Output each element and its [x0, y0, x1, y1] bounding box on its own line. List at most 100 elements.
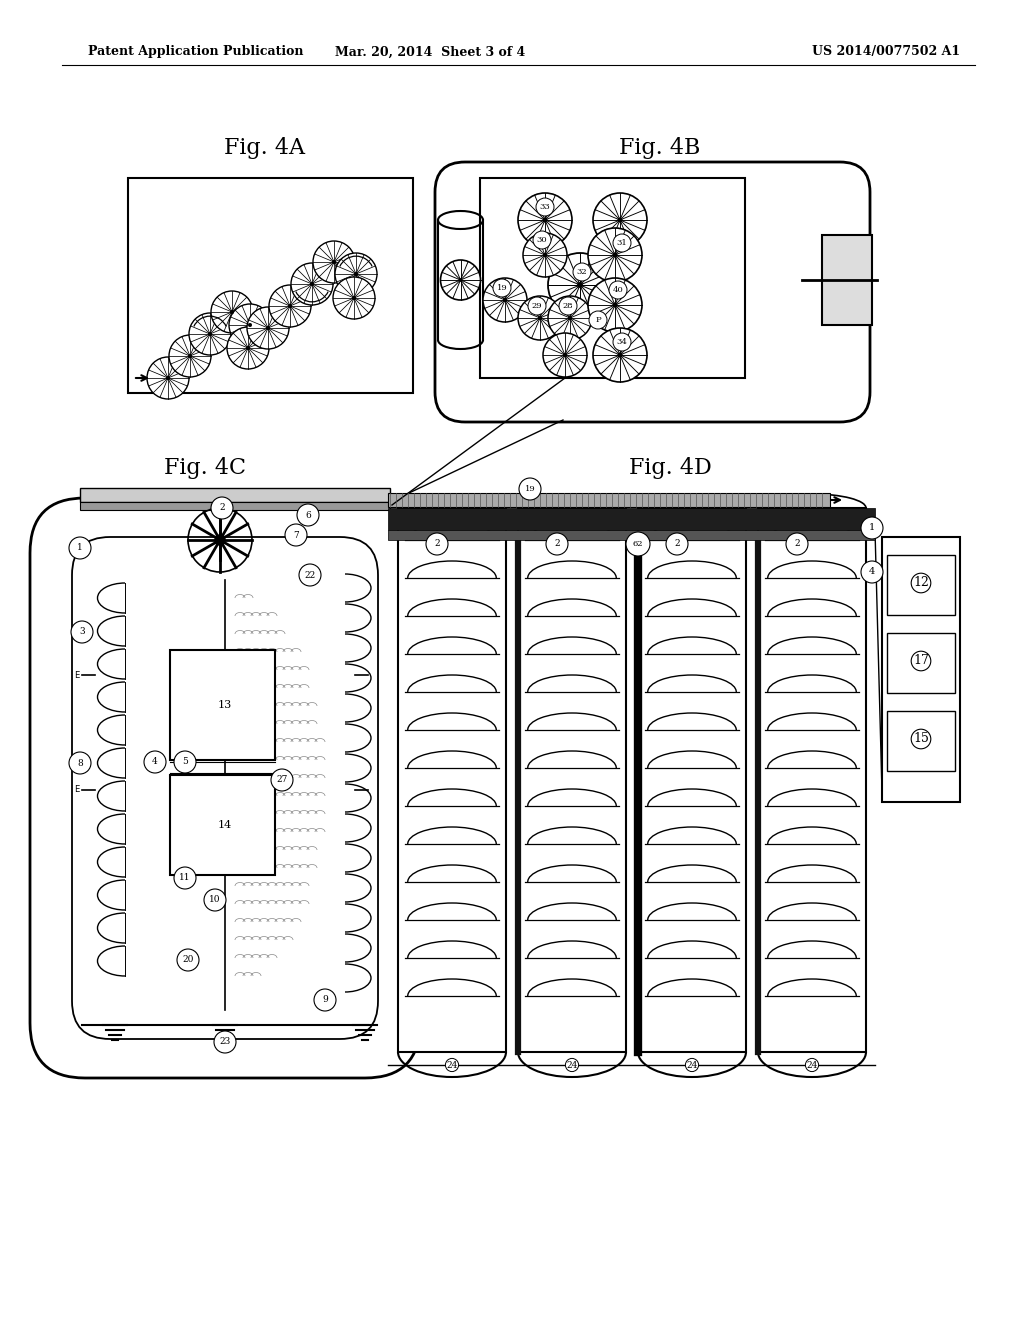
Circle shape: [440, 260, 480, 300]
Circle shape: [230, 310, 233, 314]
Bar: [80, 488, 390, 502]
Circle shape: [333, 260, 336, 264]
Circle shape: [548, 253, 612, 317]
Circle shape: [247, 346, 250, 350]
Circle shape: [426, 533, 449, 554]
Circle shape: [539, 317, 542, 319]
Bar: [887, 554, 955, 615]
Circle shape: [147, 356, 189, 399]
Bar: [388, 508, 874, 531]
Bar: [518, 508, 626, 1052]
Text: 24: 24: [686, 1060, 697, 1069]
Circle shape: [314, 989, 336, 1011]
Circle shape: [528, 297, 546, 315]
Text: 6: 6: [305, 511, 311, 520]
Text: 5: 5: [182, 758, 188, 767]
Text: 2: 2: [554, 540, 560, 549]
Circle shape: [208, 333, 212, 335]
Text: Mar. 20, 2014  Sheet 3 of 4: Mar. 20, 2014 Sheet 3 of 4: [335, 45, 525, 58]
Text: 34: 34: [616, 338, 628, 346]
Circle shape: [544, 253, 547, 257]
Circle shape: [177, 949, 199, 972]
Circle shape: [227, 327, 269, 370]
Text: 9: 9: [323, 995, 328, 1005]
Circle shape: [786, 533, 808, 554]
Text: 13: 13: [218, 700, 232, 710]
Bar: [882, 537, 961, 803]
Circle shape: [593, 327, 647, 381]
Bar: [80, 502, 390, 510]
Bar: [128, 178, 413, 393]
Circle shape: [548, 296, 592, 341]
Circle shape: [666, 533, 688, 554]
Circle shape: [559, 297, 577, 315]
Circle shape: [291, 263, 333, 305]
Circle shape: [166, 376, 170, 380]
Text: 17: 17: [913, 655, 929, 668]
Circle shape: [333, 277, 375, 319]
Text: 33: 33: [540, 203, 550, 211]
Bar: [398, 508, 506, 1052]
Bar: [822, 235, 872, 325]
Circle shape: [617, 352, 623, 358]
Circle shape: [493, 279, 511, 297]
Circle shape: [269, 285, 311, 327]
Circle shape: [285, 524, 307, 546]
Text: 31: 31: [616, 239, 628, 247]
Circle shape: [563, 354, 566, 356]
Circle shape: [612, 302, 617, 308]
Circle shape: [483, 279, 527, 322]
FancyBboxPatch shape: [435, 162, 870, 422]
Text: 19: 19: [524, 484, 536, 492]
Text: 30: 30: [537, 236, 547, 244]
Circle shape: [609, 281, 627, 300]
Circle shape: [519, 478, 541, 500]
Circle shape: [613, 234, 631, 252]
Text: 24: 24: [446, 1060, 458, 1069]
Circle shape: [612, 253, 617, 257]
Text: 1: 1: [77, 544, 83, 553]
Circle shape: [69, 752, 91, 774]
Text: Fig. 4A: Fig. 4A: [224, 137, 305, 158]
Bar: [170, 649, 275, 760]
Circle shape: [573, 263, 591, 281]
Text: 1: 1: [869, 524, 876, 532]
Text: 12: 12: [913, 577, 929, 590]
Circle shape: [503, 298, 507, 302]
Text: 22: 22: [304, 570, 315, 579]
Circle shape: [543, 333, 587, 378]
Bar: [758, 508, 866, 1052]
Text: 27: 27: [276, 776, 288, 784]
Circle shape: [536, 198, 554, 216]
Circle shape: [861, 517, 883, 539]
Text: 15: 15: [913, 733, 929, 746]
Circle shape: [211, 498, 233, 519]
Circle shape: [626, 532, 650, 556]
Circle shape: [534, 231, 551, 249]
Circle shape: [588, 228, 642, 282]
Circle shape: [299, 564, 321, 586]
Circle shape: [543, 218, 547, 222]
Text: 2: 2: [795, 540, 800, 549]
Bar: [388, 492, 830, 507]
Circle shape: [189, 313, 231, 355]
Text: 23: 23: [219, 1038, 230, 1047]
Text: US 2014/0077502 A1: US 2014/0077502 A1: [812, 45, 961, 58]
Circle shape: [188, 354, 191, 358]
Text: 10: 10: [209, 895, 221, 904]
Text: E: E: [74, 671, 79, 680]
Circle shape: [144, 751, 166, 774]
Circle shape: [354, 272, 357, 276]
Bar: [887, 634, 955, 693]
Circle shape: [247, 308, 289, 348]
Text: 24: 24: [806, 1060, 818, 1069]
Text: 24: 24: [566, 1060, 578, 1069]
Circle shape: [578, 282, 583, 288]
Text: Fig. 4D: Fig. 4D: [629, 457, 712, 479]
Text: 4: 4: [869, 568, 876, 577]
Text: P: P: [595, 315, 601, 323]
Circle shape: [861, 561, 883, 583]
Text: 62: 62: [633, 540, 643, 548]
Text: 20: 20: [182, 956, 194, 965]
Circle shape: [211, 290, 253, 333]
